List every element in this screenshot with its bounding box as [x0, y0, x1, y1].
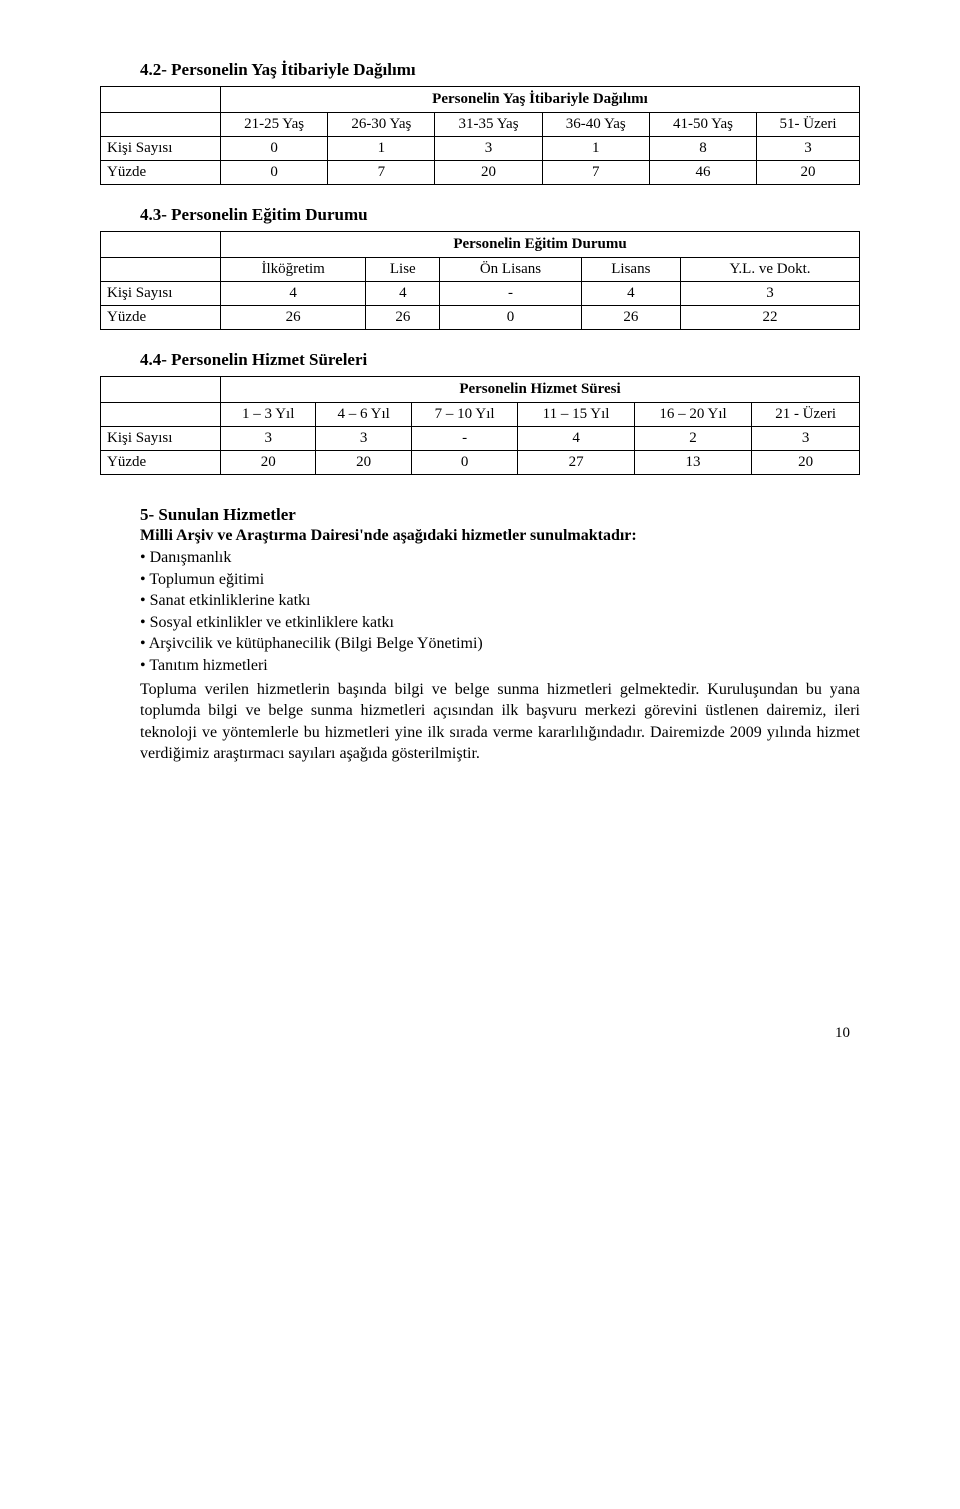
t1-r1-label: Yüzde	[101, 161, 221, 185]
t2-r0-v1: 4	[366, 282, 440, 306]
t2-h4: Y.L. ve Dokt.	[681, 258, 860, 282]
t3-r0-v4: 2	[634, 427, 751, 451]
t2-h3: Lisans	[581, 258, 680, 282]
t1-r0-v0: 0	[221, 137, 328, 161]
t2-r1-v2: 0	[440, 306, 581, 330]
t2-h1: Lise	[366, 258, 440, 282]
t2-r0-v0: 4	[221, 282, 366, 306]
empty-corner	[101, 87, 221, 113]
t1-r0-v5: 3	[757, 137, 860, 161]
t2-r1-v4: 22	[681, 306, 860, 330]
t2-r0-v4: 3	[681, 282, 860, 306]
t3-r0-v1: 3	[316, 427, 411, 451]
t2-r1-label: Yüzde	[101, 306, 221, 330]
heading-4-2: 4.2- Personelin Yaş İtibariyle Dağılımı	[140, 60, 860, 80]
empty-cell	[101, 113, 221, 137]
empty-corner	[101, 232, 221, 258]
t1-r1-v1: 7	[328, 161, 435, 185]
t3-r1-v2: 0	[411, 451, 517, 475]
t2-r0-label: Kişi Sayısı	[101, 282, 221, 306]
t3-r1-v5: 20	[752, 451, 860, 475]
empty-cell	[101, 258, 221, 282]
t1-r0-label: Kişi Sayısı	[101, 137, 221, 161]
t1-h4: 41-50 Yaş	[649, 113, 756, 137]
t2-r1-v1: 26	[366, 306, 440, 330]
t3-h4: 16 – 20 Yıl	[634, 403, 751, 427]
t3-r1-label: Yüzde	[101, 451, 221, 475]
table-service-duration: Personelin Hizmet Süresi 1 – 3 Yıl 4 – 6…	[100, 376, 860, 475]
t3-h0: 1 – 3 Yıl	[221, 403, 316, 427]
t1-r1-v0: 0	[221, 161, 328, 185]
bullet-3: Sosyal etkinlikler ve etkinliklere katkı	[140, 612, 860, 634]
t1-r1-v5: 20	[757, 161, 860, 185]
bullet-0: Danışmanlık	[140, 547, 860, 569]
heading-4-3: 4.3- Personelin Eğitim Durumu	[140, 205, 860, 225]
t2-r0-v2: -	[440, 282, 581, 306]
t3-r0-v3: 4	[518, 427, 635, 451]
section5-bullets: Danışmanlık Toplumun eğitimi Sanat etkin…	[140, 547, 860, 677]
t3-r1-v4: 13	[634, 451, 751, 475]
t1-r0-v2: 3	[435, 137, 542, 161]
t2-r1-v3: 26	[581, 306, 680, 330]
t1-h0: 21-25 Yaş	[221, 113, 328, 137]
t2-h2: Ön Lisans	[440, 258, 581, 282]
t3-r0-label: Kişi Sayısı	[101, 427, 221, 451]
t3-r0-v0: 3	[221, 427, 316, 451]
table-age-distribution: Personelin Yaş İtibariyle Dağılımı 21-25…	[100, 86, 860, 185]
t2-r0-v3: 4	[581, 282, 680, 306]
table2-title: Personelin Eğitim Durumu	[221, 232, 860, 258]
t1-r0-v3: 1	[542, 137, 649, 161]
table3-title: Personelin Hizmet Süresi	[221, 377, 860, 403]
t3-r0-v5: 3	[752, 427, 860, 451]
bullet-1: Toplumun eğitimi	[140, 569, 860, 591]
heading-4-4: 4.4- Personelin Hizmet Süreleri	[140, 350, 860, 370]
t3-h1: 4 – 6 Yıl	[316, 403, 411, 427]
bullet-4: Arşivcilik ve kütüphanecilik (Bilgi Belg…	[140, 633, 860, 655]
t3-r1-v1: 20	[316, 451, 411, 475]
t1-r1-v4: 46	[649, 161, 756, 185]
bullet-2: Sanat etkinliklerine katkı	[140, 590, 860, 612]
t1-h1: 26-30 Yaş	[328, 113, 435, 137]
t3-h2: 7 – 10 Yıl	[411, 403, 517, 427]
t3-r1-v3: 27	[518, 451, 635, 475]
t1-r0-v4: 8	[649, 137, 756, 161]
t1-r1-v2: 20	[435, 161, 542, 185]
page-number: 10	[100, 1025, 860, 1042]
t3-h5: 21 - Üzeri	[752, 403, 860, 427]
t3-r0-v2: -	[411, 427, 517, 451]
t1-h5: 51- Üzeri	[757, 113, 860, 137]
t2-r1-v0: 26	[221, 306, 366, 330]
empty-cell	[101, 403, 221, 427]
t1-h2: 31-35 Yaş	[435, 113, 542, 137]
t1-h3: 36-40 Yaş	[542, 113, 649, 137]
section5-intro: Milli Arşiv ve Araştırma Dairesi'nde aşa…	[140, 527, 860, 545]
table-education: Personelin Eğitim Durumu İlköğretim Lise…	[100, 231, 860, 330]
empty-corner	[101, 377, 221, 403]
section5-para: Topluma verilen hizmetlerin başında bilg…	[140, 679, 860, 765]
t1-r1-v3: 7	[542, 161, 649, 185]
t1-r0-v1: 1	[328, 137, 435, 161]
t2-h0: İlköğretim	[221, 258, 366, 282]
heading-5: 5- Sunulan Hizmetler	[140, 505, 860, 525]
t3-h3: 11 – 15 Yıl	[518, 403, 635, 427]
t3-r1-v0: 20	[221, 451, 316, 475]
bullet-5: Tanıtım hizmetleri	[140, 655, 860, 677]
table1-title: Personelin Yaş İtibariyle Dağılımı	[221, 87, 860, 113]
